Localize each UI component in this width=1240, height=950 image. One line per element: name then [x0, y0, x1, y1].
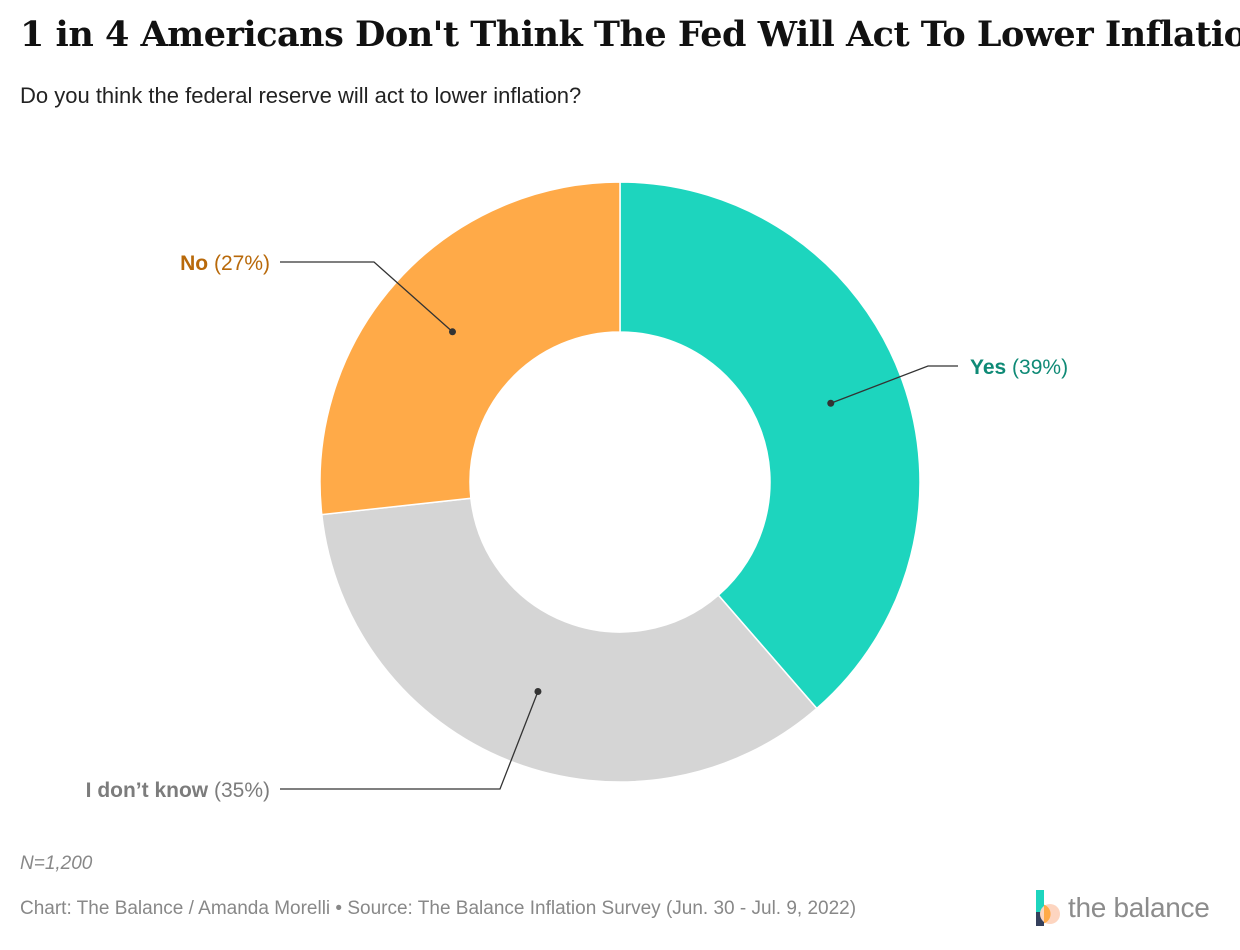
data-label-i-don-t-know: I don’t know (35%) — [86, 779, 270, 802]
data-label-yes: Yes (39%) — [970, 356, 1068, 379]
the-balance-logo-icon — [1036, 890, 1060, 926]
slice-yes — [619, 181, 921, 710]
leader-line-no — [280, 261, 453, 333]
leader-line-yes — [830, 365, 958, 404]
data-label-name-i-don-t-know: I don’t know — [86, 779, 209, 802]
leader-dot-yes — [827, 399, 835, 407]
data-label-value-yes: (39%) — [1006, 356, 1068, 379]
data-label-no: No (27%) — [180, 252, 270, 275]
data-label-value-i-don-t-know: (35%) — [208, 779, 270, 802]
data-label-name-no: No — [180, 252, 208, 275]
chart-title: 1 in 4 Americans Don't Think The Fed Wil… — [20, 14, 1240, 55]
data-label-value-no: (27%) — [208, 252, 270, 275]
chart-subtitle: Do you think the federal reserve will ac… — [20, 83, 582, 108]
data-label-name-yes: Yes — [970, 356, 1006, 379]
leader-line-i-don-t-know — [280, 691, 539, 790]
leader-dot-no — [448, 328, 456, 336]
brand-logo: the balance — [1034, 888, 1210, 928]
slice-no — [319, 181, 621, 516]
leader-dot-i-don-t-know — [534, 688, 542, 696]
slice-i-don-t-know — [320, 497, 818, 783]
sample-size-note: N=1,200 — [20, 853, 93, 874]
brand-name: the balance — [1068, 892, 1210, 923]
source-credit: Chart: The Balance / Amanda Morelli • So… — [20, 898, 857, 919]
